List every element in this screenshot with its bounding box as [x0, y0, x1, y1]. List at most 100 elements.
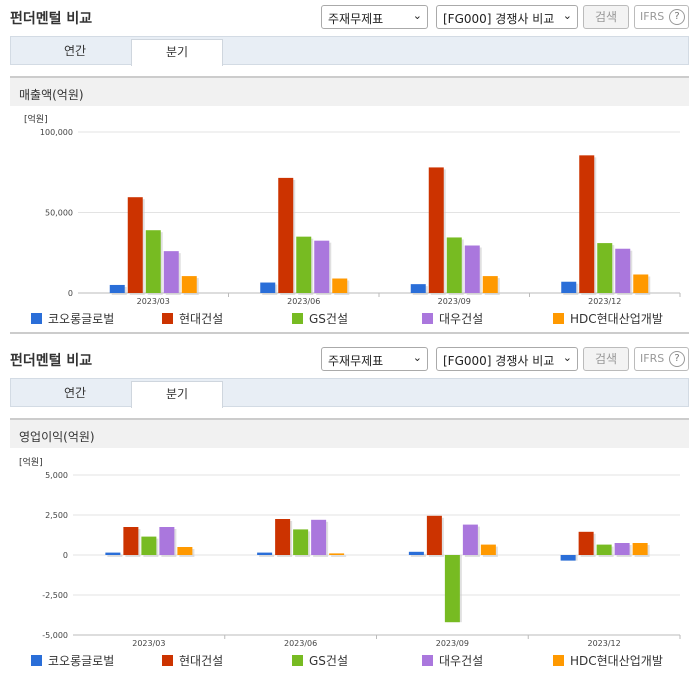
bar: [145, 230, 161, 293]
bar-shadow: [259, 554, 275, 557]
legend-item[interactable]: 코오롱글로벌: [31, 310, 114, 327]
bar: [462, 524, 478, 555]
legend-item[interactable]: 코오롱글로벌: [31, 652, 114, 669]
tab-annual[interactable]: 연간: [63, 386, 87, 400]
legend-item[interactable]: 현대건설: [162, 652, 223, 669]
ifrs-label: IFRS: [640, 10, 665, 23]
x-tick-label: 2023/12: [588, 639, 621, 648]
legend-item[interactable]: HDC현대산업개발: [553, 310, 663, 327]
legend-label: 현대건설: [179, 312, 224, 326]
peer-group-select[interactable]: [FG000] 경쟁사 비교 ⌄: [436, 347, 578, 371]
bar: [596, 544, 612, 555]
bar: [410, 284, 426, 293]
bar: [105, 552, 121, 555]
legend-item[interactable]: 대우건설: [422, 652, 483, 669]
legend-swatch: [31, 655, 42, 666]
chart-subtitle: 매출액(억원): [10, 76, 689, 106]
search-button[interactable]: 검색: [583, 5, 629, 29]
chevron-down-icon: ⌄: [562, 351, 572, 364]
legend-item[interactable]: 대우건설: [422, 310, 483, 327]
ifrs-button[interactable]: IFRS ?: [634, 5, 689, 29]
tab-quarterly[interactable]: 분기: [131, 39, 223, 66]
period-tabs: 연간 분기: [10, 36, 689, 66]
legend-item[interactable]: HDC현대산업개발: [553, 652, 663, 669]
legend-swatch: [422, 313, 433, 324]
search-button[interactable]: 검색: [583, 347, 629, 371]
legend-label: 대우건설: [439, 312, 484, 326]
help-icon[interactable]: ?: [669, 9, 685, 25]
bar: [275, 519, 291, 555]
legend-item[interactable]: GS건설: [292, 652, 348, 669]
legend-swatch: [292, 655, 303, 666]
y-tick-label: 0: [63, 551, 68, 560]
bar-shadow: [410, 553, 426, 557]
statement-type-select[interactable]: 주재무제표 ⌄: [321, 5, 428, 29]
chart-subtitle: 영업이익(억원): [10, 418, 689, 448]
unit-label: [억원]: [24, 113, 48, 125]
y-tick-label: -2,500: [42, 591, 68, 600]
ifrs-button[interactable]: IFRS ?: [634, 347, 689, 371]
x-tick-label: 2023/03: [132, 639, 165, 648]
y-tick-label: 100,000: [40, 128, 73, 137]
bar: [597, 243, 613, 293]
divider: [10, 332, 689, 334]
chevron-down-icon: ⌄: [562, 9, 572, 22]
y-tick-label: 50,000: [45, 209, 73, 218]
statement-type-value: 주재무제표: [328, 12, 384, 26]
legend-label: 코오롱글로벌: [48, 654, 115, 668]
bar: [278, 177, 294, 293]
bar: [127, 197, 143, 293]
ifrs-label: IFRS: [640, 352, 665, 365]
legend-label: 대우건설: [439, 654, 484, 668]
legend-label: GS건설: [309, 654, 348, 668]
legend-item[interactable]: 현대건설: [162, 310, 223, 327]
x-tick-label: 2023/06: [287, 297, 320, 306]
unit-label: [억원]: [19, 456, 43, 468]
legend-label: GS건설: [309, 312, 348, 326]
bar: [614, 543, 630, 555]
bar: [123, 527, 139, 555]
bar: [159, 527, 175, 555]
statement-type-select[interactable]: 주재무제표 ⌄: [321, 347, 428, 371]
bar: [560, 555, 576, 561]
legend-swatch: [422, 655, 433, 666]
bar: [109, 284, 125, 293]
bar-shadow: [107, 554, 123, 557]
bar: [163, 251, 179, 293]
peer-group-value: [FG000] 경쟁사 비교: [443, 12, 555, 26]
help-icon[interactable]: ?: [669, 351, 685, 367]
bar: [464, 245, 480, 293]
legend-swatch: [162, 313, 173, 324]
bar: [446, 237, 462, 293]
x-tick-label: 2023/09: [438, 297, 471, 306]
x-tick-label: 2023/03: [137, 297, 170, 306]
bar: [314, 240, 330, 293]
bar: [177, 547, 193, 555]
legend-swatch: [553, 655, 564, 666]
bar: [428, 167, 444, 293]
fundamental-panel-sales: 펀더멘털 비교 주재무제표 ⌄ [FG000] 경쟁사 비교 ⌄ 검색 IFRS…: [0, 0, 696, 340]
bar: [141, 536, 157, 555]
legend-label: HDC현대산업개발: [570, 312, 663, 326]
y-tick-label: 2,500: [45, 511, 68, 520]
bar: [561, 281, 577, 293]
statement-type-value: 주재무제표: [328, 354, 384, 368]
bar: [444, 555, 460, 623]
bar-shadow: [331, 555, 347, 557]
peer-group-select[interactable]: [FG000] 경쟁사 비교 ⌄: [436, 5, 578, 29]
bar: [632, 543, 648, 555]
chevron-down-icon: ⌄: [412, 351, 422, 364]
legend-label: 현대건설: [179, 654, 224, 668]
bar: [329, 553, 345, 555]
bar: [633, 274, 649, 293]
y-tick-label: -5,000: [42, 631, 68, 640]
y-tick-label: 0: [68, 289, 73, 298]
tab-quarterly[interactable]: 분기: [131, 381, 223, 408]
panel-header: 펀더멘털 비교 주재무제표 ⌄ [FG000] 경쟁사 비교 ⌄ 검색 IFRS…: [0, 0, 696, 34]
legend-swatch: [162, 655, 173, 666]
x-tick-label: 2023/12: [588, 297, 621, 306]
bar: [578, 531, 594, 555]
legend-item[interactable]: GS건설: [292, 310, 348, 327]
tab-annual[interactable]: 연간: [63, 44, 87, 58]
bar: [482, 276, 498, 293]
